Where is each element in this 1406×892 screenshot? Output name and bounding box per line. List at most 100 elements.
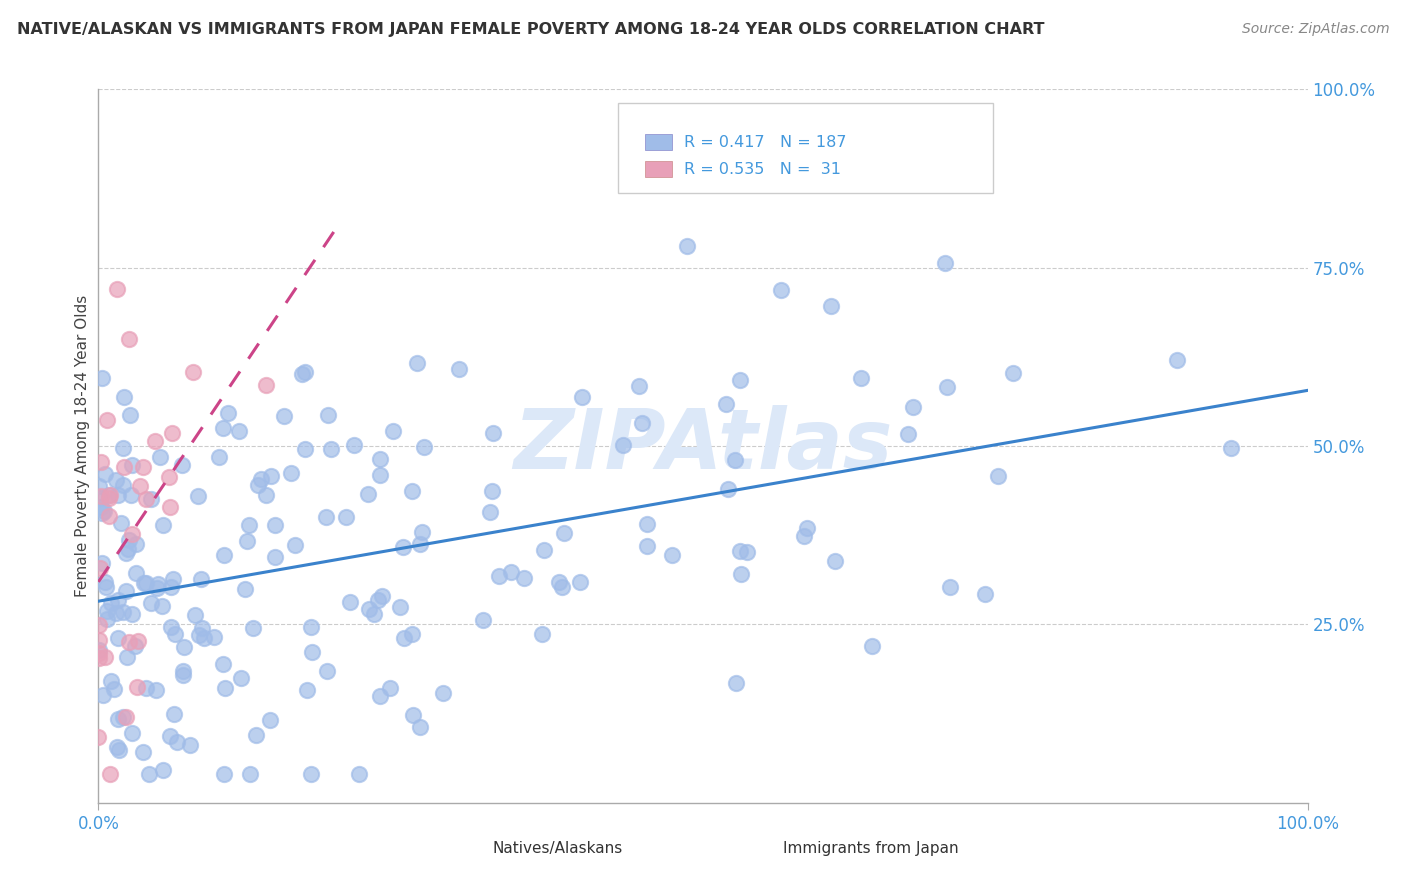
Point (93, 504, 115, 518)
Point (1002, 366, 1025, 380)
Bar (645, 161, 672, 177)
Point (273, 409, 295, 423)
Point (91, 506, 114, 520)
Point (179, 738, 201, 752)
Point (568, 574, 591, 589)
Point (184, 607, 207, 622)
Point (392, 631, 415, 645)
Bar (645, 134, 672, 150)
Point (347, 767, 370, 781)
Point (112, 390, 135, 404)
Point (202, 630, 225, 644)
Point (291, 367, 314, 381)
Point (134, 576, 156, 591)
Point (730, 566, 752, 581)
Point (938, 581, 960, 595)
Point (132, 459, 155, 474)
Point (247, 478, 270, 492)
Point (233, 582, 256, 596)
Point (190, 572, 212, 586)
Point (160, 426, 183, 441)
Point (125, 566, 148, 580)
Point (571, 390, 593, 404)
Point (299, 767, 322, 781)
Point (411, 524, 433, 539)
Point (135, 575, 157, 590)
Point (159, 729, 181, 743)
Point (413, 440, 436, 454)
Point (112, 605, 135, 619)
Point (118, 332, 141, 346)
Point (121, 726, 143, 740)
Point (299, 620, 322, 634)
Point (141, 492, 163, 507)
Point (259, 713, 281, 727)
Point (934, 256, 956, 270)
Point (211, 657, 233, 672)
Point (107, 743, 129, 757)
Point (159, 500, 181, 515)
Point (87, 646, 110, 660)
Point (98, 488, 121, 502)
Point (627, 378, 650, 392)
Point (112, 460, 135, 475)
Point (183, 365, 205, 379)
Point (820, 299, 842, 313)
Point (172, 458, 194, 473)
Point (111, 709, 134, 723)
Point (172, 665, 194, 679)
Point (530, 626, 553, 640)
Point (316, 408, 339, 422)
Point (90, 556, 112, 570)
Point (339, 595, 361, 609)
Y-axis label: Female Poverty Among 18-24 Year Olds: Female Poverty Among 18-24 Year Olds (75, 295, 90, 597)
Point (100, 596, 122, 610)
Point (368, 690, 391, 704)
Point (724, 453, 747, 467)
Point (115, 650, 138, 665)
Point (228, 424, 250, 438)
Point (301, 645, 323, 659)
Point (728, 373, 751, 387)
Point (114, 710, 136, 724)
Point (111, 442, 134, 456)
Point (127, 634, 149, 648)
Point (90, 455, 112, 469)
Point (138, 767, 160, 781)
Point (172, 668, 194, 682)
Point (212, 421, 235, 435)
Point (135, 681, 157, 695)
Point (114, 583, 136, 598)
Point (117, 541, 139, 556)
Point (129, 479, 152, 493)
Point (163, 706, 186, 721)
Point (87, 730, 110, 744)
Point (90, 500, 112, 515)
Bar (745, 840, 772, 856)
Point (193, 632, 215, 646)
Point (793, 529, 815, 543)
Point (280, 466, 302, 480)
Point (728, 544, 751, 558)
Point (166, 735, 188, 749)
Point (91, 688, 114, 702)
Point (87, 618, 110, 632)
Point (551, 580, 574, 594)
Point (402, 707, 425, 722)
Point (631, 416, 654, 430)
Point (94, 649, 117, 664)
Point (121, 526, 143, 541)
Point (260, 468, 283, 483)
Point (152, 763, 174, 777)
Point (294, 365, 316, 379)
Point (676, 239, 699, 253)
Point (160, 580, 183, 594)
Point (96, 611, 118, 625)
Point (143, 434, 166, 449)
Point (409, 537, 432, 551)
Point (513, 571, 536, 585)
Point (547, 575, 569, 590)
Point (368, 452, 391, 467)
Point (87, 643, 110, 657)
Point (717, 482, 740, 496)
